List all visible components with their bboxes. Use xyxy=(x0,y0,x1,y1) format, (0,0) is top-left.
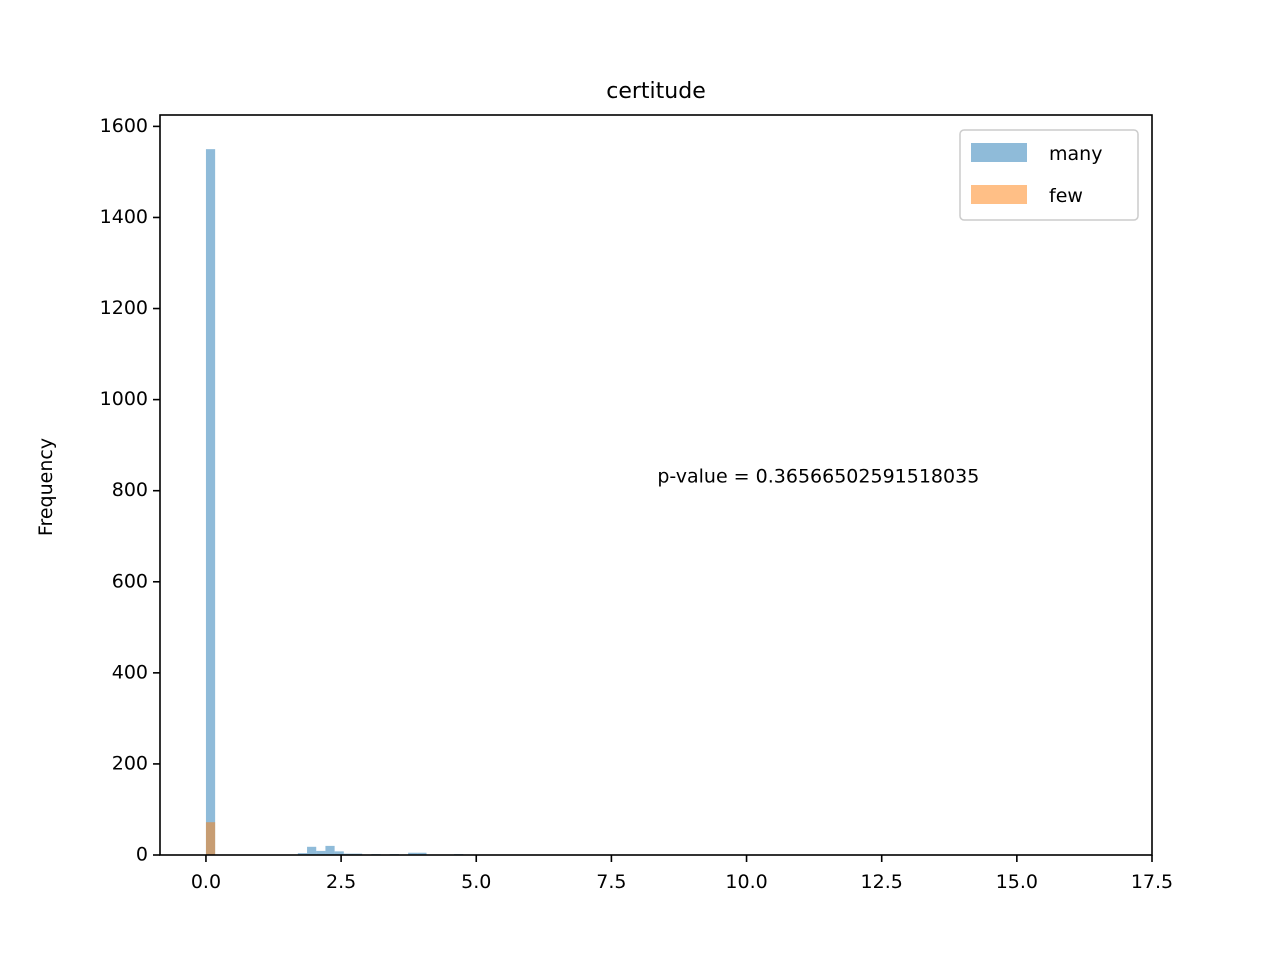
legend: many few xyxy=(959,129,1139,221)
x-tick-label: 10.0 xyxy=(725,871,767,893)
x-tick-label: 12.5 xyxy=(861,871,903,893)
bar-many-1 xyxy=(297,853,308,855)
bar-many-10 xyxy=(408,852,418,855)
plot-area xyxy=(159,114,1153,856)
y-tick-label: 400 xyxy=(112,661,148,683)
legend-swatch-few xyxy=(971,185,1027,204)
legend-swatch-many xyxy=(971,143,1027,162)
x-tick-label: 17.5 xyxy=(1131,871,1173,893)
y-tick-label: 1000 xyxy=(100,388,148,410)
x-tick-label: 5.0 xyxy=(461,871,491,893)
y-tick-label: 600 xyxy=(112,570,148,592)
x-tick-label: 2.5 xyxy=(326,871,356,893)
y-tick-label: 1400 xyxy=(100,206,148,228)
bar-many-0 xyxy=(205,149,216,856)
p-value-annotation: p-value = 0.36566502591518035 xyxy=(657,466,979,488)
bar-few-0 xyxy=(205,822,216,855)
series-few-bars xyxy=(205,822,216,855)
legend-label-many: many xyxy=(1049,143,1102,165)
chart-title: certitude xyxy=(606,79,705,104)
x-tick-label: 15.0 xyxy=(996,871,1038,893)
x-tick-label: 7.5 xyxy=(596,871,626,893)
bar-many-4 xyxy=(325,845,335,855)
y-tick-label: 200 xyxy=(112,752,148,774)
y-tick-label: 1600 xyxy=(100,115,148,137)
y-tick-label: 800 xyxy=(112,479,148,501)
bar-many-3 xyxy=(316,850,326,855)
bar-many-11 xyxy=(417,852,427,855)
bar-many-2 xyxy=(307,846,317,855)
x-tick-label: 0.0 xyxy=(191,871,221,893)
y-axis-label: Frequency xyxy=(35,438,57,536)
y-tick-label: 1200 xyxy=(100,297,148,319)
bar-many-5 xyxy=(334,851,344,855)
y-tick-label: 0 xyxy=(136,844,148,866)
y-axis: 0 200 400 600 800 1000 1200 1400 1600 xyxy=(100,115,160,866)
legend-label-few: few xyxy=(1049,185,1083,207)
axes-frame xyxy=(159,114,1153,856)
x-axis: 0.0 2.5 5.0 7.5 10.0 12.5 15.0 17.5 xyxy=(191,855,1173,893)
